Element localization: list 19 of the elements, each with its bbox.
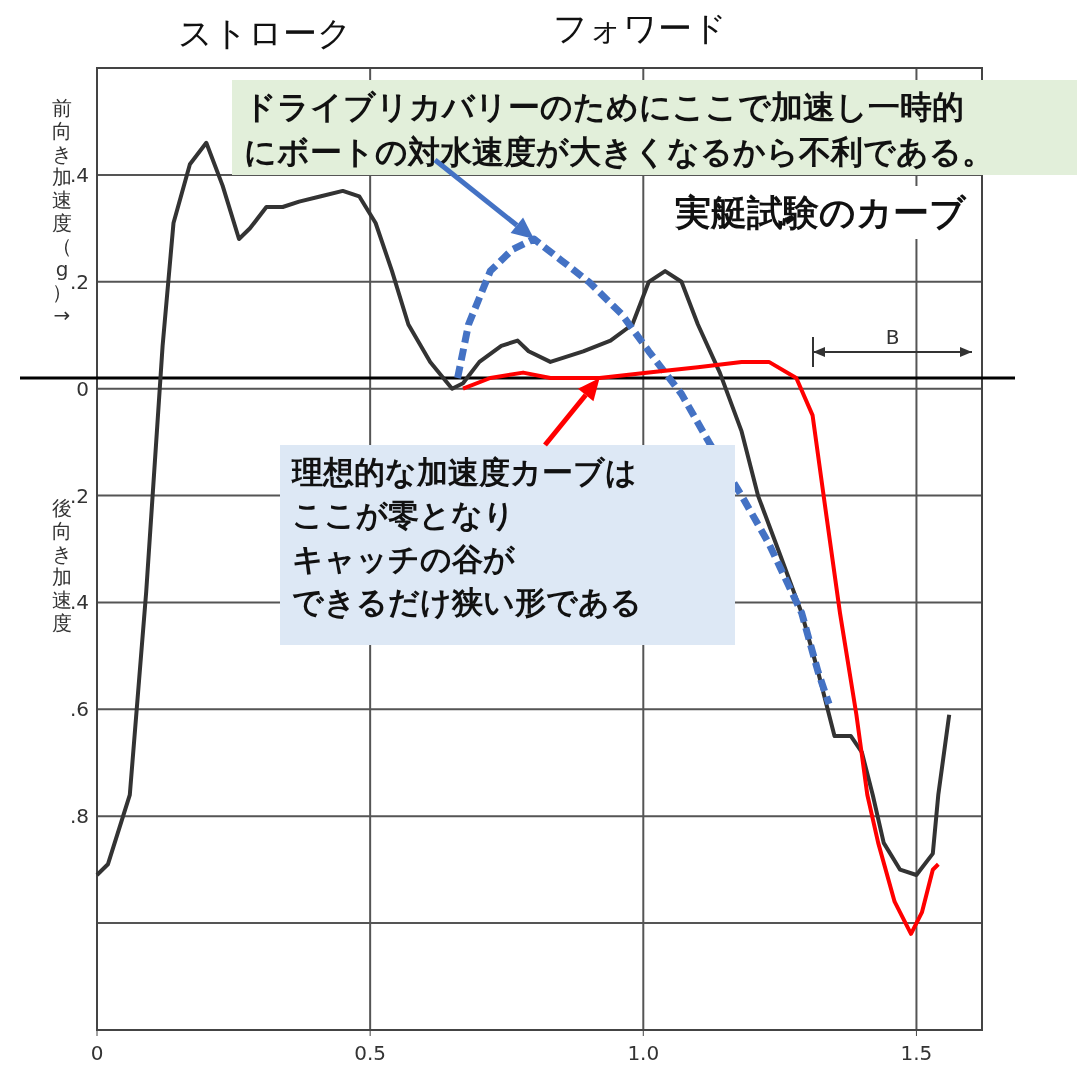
y-tick-label: 0 bbox=[76, 376, 89, 401]
y-tick-label: .2 bbox=[69, 269, 89, 294]
y-tick-label: .4 bbox=[69, 162, 89, 187]
x-tick-label: 0 bbox=[90, 1041, 104, 1065]
annotation: 理想的な加速度カーブはここが零となりキャッチの谷ができるだけ狭い形である bbox=[291, 454, 642, 621]
x-tick-label: 1.5 bbox=[900, 1041, 933, 1065]
annotation: 理想的な加速度カーブはここが零となりキャッチの谷ができるだけ狭い形である bbox=[280, 445, 735, 645]
text: 後向き加速度 bbox=[52, 496, 72, 635]
annotation: 実艇試験のカーブ bbox=[673, 192, 967, 233]
y-tick-label: .6 bbox=[69, 697, 89, 722]
x-tick-label: 0.5 bbox=[354, 1041, 387, 1065]
x-tick-label: 1.0 bbox=[627, 1041, 660, 1065]
annotation: ストローク bbox=[170, 7, 360, 59]
annotation: フォワード bbox=[545, 2, 735, 54]
text: 前向き加速度（g）→ bbox=[52, 96, 72, 327]
y-tick-label: .8 bbox=[69, 804, 89, 829]
annotation: ドライブリカバリーのためにここで加速し一時的にボートの対水速度が大きくなるから不利である。 bbox=[244, 88, 994, 171]
annotation: ドライブリカバリーのためにここで加速し一時的にボートの対水速度が大きくなるから不利である。 bbox=[232, 80, 1077, 175]
annotation: B bbox=[885, 325, 900, 349]
